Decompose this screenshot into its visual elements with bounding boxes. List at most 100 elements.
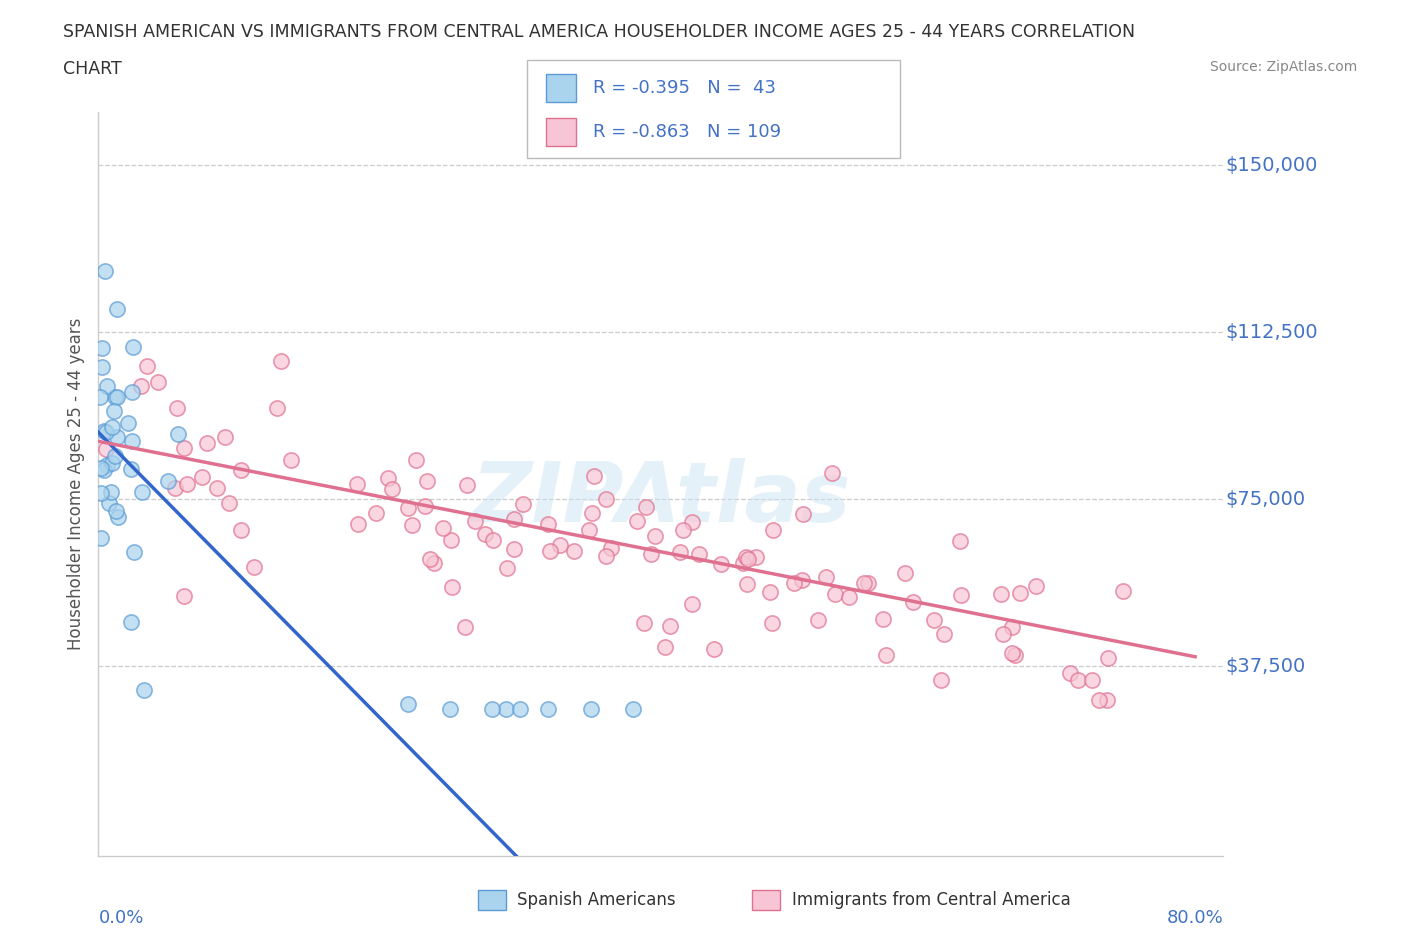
- Point: [735, 550, 758, 565]
- Point: [1004, 647, 1026, 662]
- Point: [949, 588, 972, 603]
- Point: [681, 596, 703, 611]
- Point: [173, 441, 195, 456]
- Point: [737, 551, 759, 566]
- Text: ZIPAtlas: ZIPAtlas: [471, 458, 851, 539]
- Point: [93, 424, 115, 439]
- Point: [1059, 666, 1081, 681]
- Point: [214, 430, 236, 445]
- Point: [131, 485, 153, 499]
- Point: [659, 618, 682, 633]
- Point: [117, 416, 139, 431]
- Point: [537, 701, 560, 716]
- Point: [396, 697, 419, 711]
- Point: [107, 509, 129, 524]
- Point: [270, 354, 292, 369]
- Point: [129, 379, 152, 393]
- Point: [90, 486, 112, 501]
- Point: [105, 430, 128, 445]
- Point: [634, 499, 657, 514]
- Point: [1001, 619, 1024, 634]
- Text: CHART: CHART: [63, 60, 122, 78]
- Point: [107, 301, 129, 316]
- Point: [381, 482, 404, 497]
- Point: [423, 555, 446, 570]
- Point: [432, 520, 454, 535]
- Point: [166, 400, 188, 415]
- Point: [218, 496, 240, 511]
- Point: [872, 612, 894, 627]
- Point: [626, 513, 648, 528]
- Point: [90, 531, 112, 546]
- Point: [581, 506, 603, 521]
- Point: [474, 526, 496, 541]
- Point: [89, 390, 111, 405]
- Point: [454, 619, 477, 634]
- Point: [583, 468, 606, 483]
- Point: [737, 577, 759, 591]
- Point: [121, 434, 143, 449]
- Point: [807, 613, 830, 628]
- Point: [364, 506, 387, 521]
- Point: [456, 477, 478, 492]
- Point: [396, 500, 419, 515]
- Point: [93, 462, 115, 477]
- Point: [439, 701, 461, 716]
- Point: [991, 627, 1014, 642]
- Point: [537, 517, 560, 532]
- Point: [824, 587, 846, 602]
- Text: Source: ZipAtlas.com: Source: ZipAtlas.com: [1209, 60, 1357, 74]
- Point: [105, 504, 128, 519]
- Point: [762, 523, 785, 538]
- Point: [440, 532, 463, 547]
- Point: [1112, 584, 1135, 599]
- Point: [814, 570, 837, 585]
- Text: $37,500: $37,500: [1226, 657, 1306, 676]
- Point: [100, 485, 122, 499]
- Point: [464, 513, 486, 528]
- Point: [758, 585, 780, 600]
- Point: [595, 491, 617, 506]
- Point: [96, 379, 118, 393]
- Point: [654, 640, 676, 655]
- Point: [640, 546, 662, 561]
- Point: [512, 496, 534, 511]
- Point: [120, 462, 142, 477]
- Point: [633, 616, 655, 631]
- Point: [1097, 651, 1119, 666]
- Point: [440, 579, 463, 594]
- Point: [401, 518, 423, 533]
- Point: [96, 442, 118, 457]
- Point: [761, 616, 783, 631]
- Point: [562, 543, 585, 558]
- Point: [346, 476, 368, 491]
- Text: $150,000: $150,000: [1226, 155, 1317, 175]
- Point: [243, 560, 266, 575]
- Point: [104, 449, 127, 464]
- Point: [96, 458, 118, 472]
- Point: [792, 573, 814, 588]
- Point: [120, 615, 142, 630]
- Text: R = -0.395   N =  43: R = -0.395 N = 43: [593, 79, 776, 98]
- Point: [1001, 645, 1024, 660]
- Point: [1067, 672, 1090, 687]
- Point: [495, 701, 517, 716]
- Point: [176, 476, 198, 491]
- Point: [538, 543, 561, 558]
- Point: [190, 470, 212, 485]
- Point: [413, 498, 436, 513]
- Point: [792, 506, 814, 521]
- Point: [103, 404, 125, 418]
- Point: [482, 532, 505, 547]
- Point: [229, 523, 252, 538]
- Point: [949, 534, 972, 549]
- Point: [156, 474, 179, 489]
- Point: [669, 544, 692, 559]
- Point: [163, 480, 186, 495]
- Point: [990, 586, 1012, 601]
- Text: $112,500: $112,500: [1226, 323, 1317, 341]
- Point: [932, 627, 955, 642]
- Point: [644, 529, 666, 544]
- Point: [98, 496, 121, 511]
- Point: [405, 453, 427, 468]
